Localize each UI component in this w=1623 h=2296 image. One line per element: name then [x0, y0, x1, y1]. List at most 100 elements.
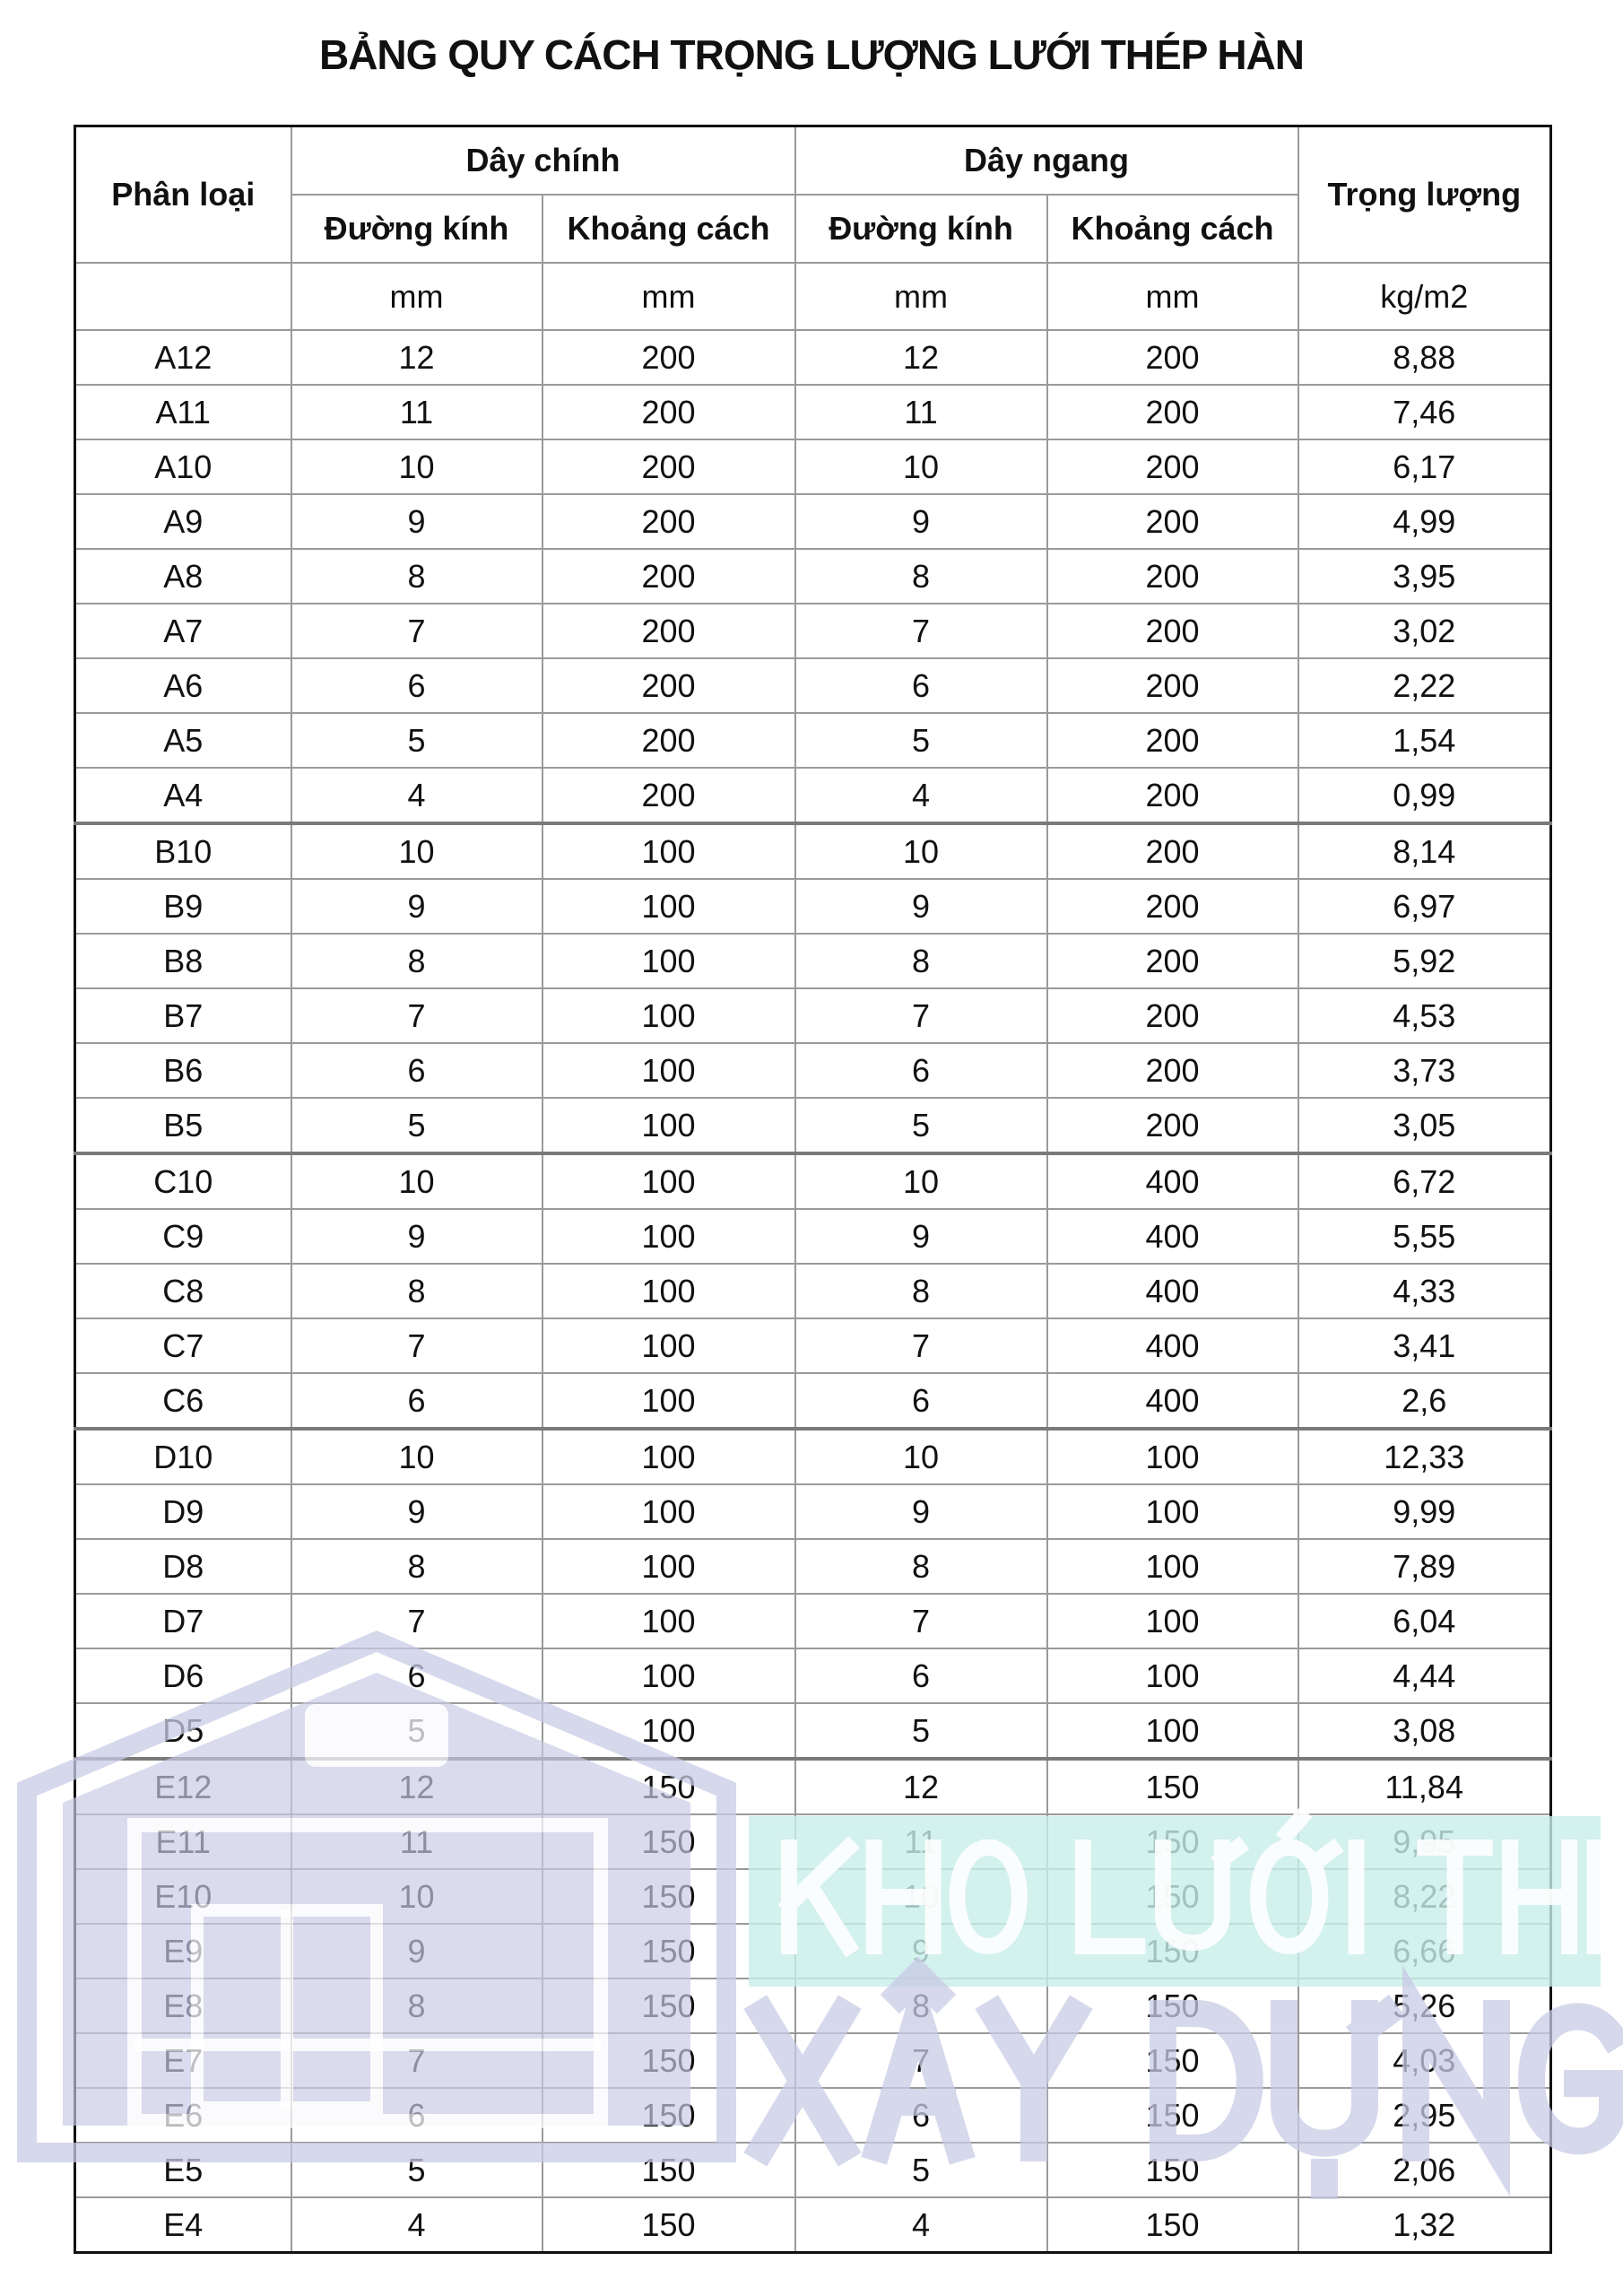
cell-cross-spacing: 400 — [1046, 1372, 1299, 1430]
table-row: E8 8 150 8 150 5,26 — [74, 1978, 1552, 2034]
cell-cross-spacing: 200 — [1046, 548, 1299, 604]
cell-cross-diameter: 8 — [794, 1978, 1048, 2034]
cell-main-spacing: 200 — [541, 439, 796, 495]
header-main-spacing: Khoảng cách — [541, 194, 796, 264]
cell-main-spacing: 200 — [541, 767, 796, 824]
cell-cross-spacing: 100 — [1046, 1702, 1299, 1760]
cell-main-spacing: 100 — [541, 1538, 796, 1595]
cell-weight: 4,03 — [1297, 2032, 1552, 2089]
cell-main-diameter: 10 — [290, 1868, 543, 1925]
table-row: E12 12 150 12 150 11,84 — [74, 1757, 1552, 1815]
cell-weight: 8,22 — [1297, 1868, 1552, 1925]
cell-weight: 5,55 — [1297, 1208, 1552, 1265]
cell-cross-diameter: 8 — [794, 548, 1048, 604]
header-classification: Phân loại — [74, 125, 292, 264]
cell-cross-spacing: 150 — [1046, 1757, 1299, 1815]
cell-cross-diameter: 10 — [794, 1427, 1048, 1485]
table-row: B7 7 100 7 200 4,53 — [74, 987, 1552, 1044]
cell-main-diameter: 6 — [290, 2087, 543, 2144]
table-row: A9 9 200 9 200 4,99 — [74, 493, 1552, 550]
cell-cross-diameter: 7 — [794, 1593, 1048, 1649]
cell-classification: C8 — [74, 1263, 292, 1319]
cell-cross-diameter: 7 — [794, 987, 1048, 1044]
cell-main-spacing: 150 — [541, 2196, 796, 2254]
cell-cross-spacing: 200 — [1046, 439, 1299, 495]
cell-weight: 4,53 — [1297, 987, 1552, 1044]
header-main-diameter: Đường kính — [290, 194, 543, 264]
cell-main-diameter: 9 — [290, 493, 543, 550]
cell-weight: 4,33 — [1297, 1263, 1552, 1319]
unit-cross-diameter: mm — [794, 262, 1048, 331]
cell-weight: 2,22 — [1297, 657, 1552, 714]
cell-cross-spacing: 150 — [1046, 2196, 1299, 2254]
cell-main-spacing: 100 — [541, 1318, 796, 1374]
cell-classification: E8 — [74, 1978, 292, 2034]
cell-cross-diameter: 9 — [794, 878, 1048, 935]
cell-classification: E11 — [74, 1813, 292, 1870]
cell-cross-spacing: 200 — [1046, 987, 1299, 1044]
table-row: C10 10 100 10 400 6,72 — [74, 1152, 1552, 1210]
cell-classification: B7 — [74, 987, 292, 1044]
cell-main-spacing: 150 — [541, 1923, 796, 1979]
cell-main-diameter: 9 — [290, 1483, 543, 1540]
cell-cross-diameter: 10 — [794, 439, 1048, 495]
cell-cross-diameter: 9 — [794, 493, 1048, 550]
cell-cross-diameter: 8 — [794, 933, 1048, 989]
cell-classification: D5 — [74, 1702, 292, 1760]
cell-main-spacing: 150 — [541, 2142, 796, 2198]
cell-cross-diameter: 6 — [794, 1648, 1048, 1704]
cell-weight: 7,89 — [1297, 1538, 1552, 1595]
table-row: D7 7 100 7 100 6,04 — [74, 1593, 1552, 1649]
cell-cross-spacing: 150 — [1046, 2087, 1299, 2144]
cell-cross-diameter: 9 — [794, 1208, 1048, 1265]
table-row: D8 8 100 8 100 7,89 — [74, 1538, 1552, 1595]
cell-cross-spacing: 150 — [1046, 1978, 1299, 2034]
unit-main-diameter: mm — [290, 262, 543, 331]
cell-main-spacing: 100 — [541, 1483, 796, 1540]
cell-classification: A12 — [74, 329, 292, 386]
cell-weight: 1,54 — [1297, 712, 1552, 769]
cell-cross-diameter: 5 — [794, 712, 1048, 769]
cell-weight: 3,41 — [1297, 1318, 1552, 1374]
header-main-wire: Dây chính — [290, 125, 796, 196]
cell-cross-spacing: 100 — [1046, 1483, 1299, 1540]
cell-classification: D6 — [74, 1648, 292, 1704]
cell-classification: A7 — [74, 603, 292, 659]
cell-cross-spacing: 200 — [1046, 767, 1299, 824]
cell-classification: B9 — [74, 878, 292, 935]
cell-main-spacing: 100 — [541, 1593, 796, 1649]
table-row: A11 11 200 11 200 7,46 — [74, 384, 1552, 440]
table-row: A5 5 200 5 200 1,54 — [74, 712, 1552, 769]
cell-weight: 7,46 — [1297, 384, 1552, 440]
cell-cross-diameter: 6 — [794, 1372, 1048, 1430]
cell-classification: A10 — [74, 439, 292, 495]
cell-weight: 5,26 — [1297, 1978, 1552, 2034]
cell-classification: D10 — [74, 1427, 292, 1485]
unit-empty — [74, 262, 292, 331]
cell-weight: 3,08 — [1297, 1702, 1552, 1760]
cell-classification: A8 — [74, 548, 292, 604]
table-row: C7 7 100 7 400 3,41 — [74, 1318, 1552, 1374]
cell-cross-diameter: 7 — [794, 603, 1048, 659]
cell-cross-spacing: 100 — [1046, 1538, 1299, 1595]
cell-classification: C7 — [74, 1318, 292, 1374]
cell-main-spacing: 200 — [541, 384, 796, 440]
cell-weight: 6,66 — [1297, 1923, 1552, 1979]
cell-weight: 6,72 — [1297, 1152, 1552, 1210]
cell-main-diameter: 7 — [290, 1318, 543, 1374]
cell-cross-diameter: 5 — [794, 1702, 1048, 1760]
cell-classification: C10 — [74, 1152, 292, 1210]
cell-cross-diameter: 4 — [794, 767, 1048, 824]
cell-classification: A4 — [74, 767, 292, 824]
cell-weight: 3,02 — [1297, 603, 1552, 659]
cell-weight: 3,05 — [1297, 1097, 1552, 1154]
cell-cross-spacing: 150 — [1046, 2142, 1299, 2198]
cell-cross-diameter: 10 — [794, 1152, 1048, 1210]
cell-main-diameter: 10 — [290, 439, 543, 495]
cell-weight: 3,95 — [1297, 548, 1552, 604]
cell-main-spacing: 150 — [541, 1978, 796, 2034]
cell-main-diameter: 9 — [290, 878, 543, 935]
cell-main-spacing: 200 — [541, 548, 796, 604]
cell-main-spacing: 100 — [541, 878, 796, 935]
cell-cross-diameter: 7 — [794, 1318, 1048, 1374]
